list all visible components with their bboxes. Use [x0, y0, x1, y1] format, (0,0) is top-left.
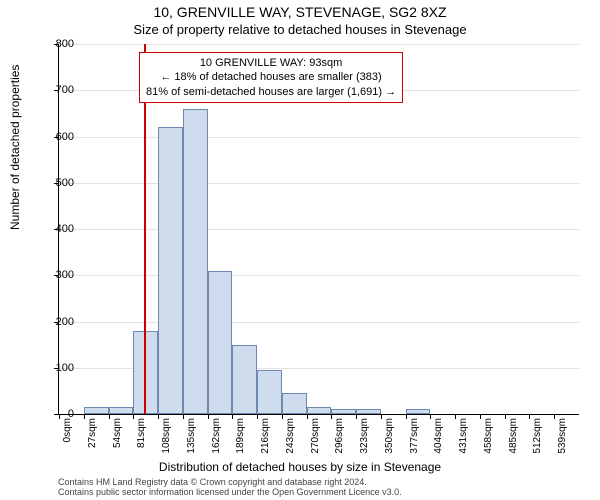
- footer-attribution: Contains HM Land Registry data © Crown c…: [58, 478, 402, 498]
- annotation-line-2: ← 18% of detached houses are smaller (38…: [146, 70, 396, 84]
- xtick-mark: [257, 414, 258, 419]
- xtick-mark: [307, 414, 308, 419]
- y-axis-label: Number of detached properties: [8, 65, 22, 230]
- histogram-bar: [257, 370, 282, 414]
- histogram-bar: [158, 127, 183, 414]
- histogram-chart: 10, GRENVILLE WAY, STEVENAGE, SG2 8XZ Si…: [0, 0, 600, 500]
- histogram-bar: [109, 407, 134, 414]
- xtick-mark: [232, 414, 233, 419]
- xtick-mark: [84, 414, 85, 419]
- annotation-box: 10 GRENVILLE WAY: 93sqm← 18% of detached…: [139, 52, 403, 103]
- histogram-bar: [232, 345, 257, 414]
- grid-line: [59, 322, 579, 323]
- xtick-label: 162sqm: [211, 418, 222, 458]
- xtick-label: 135sqm: [186, 418, 197, 458]
- histogram-bar: [282, 393, 307, 414]
- xtick-mark: [183, 414, 184, 419]
- xtick-label: 81sqm: [136, 418, 147, 458]
- xtick-label: 377sqm: [409, 418, 420, 458]
- histogram-bar: [307, 407, 332, 414]
- grid-line: [59, 44, 579, 45]
- xtick-label: 512sqm: [532, 418, 543, 458]
- annotation-line-3: 81% of semi-detached houses are larger (…: [146, 85, 396, 99]
- xtick-mark: [158, 414, 159, 419]
- xtick-mark: [331, 414, 332, 419]
- xtick-mark: [381, 414, 382, 419]
- xtick-mark: [529, 414, 530, 419]
- x-axis-label: Distribution of detached houses by size …: [0, 460, 600, 474]
- grid-line: [59, 229, 579, 230]
- xtick-label: 216sqm: [260, 418, 271, 458]
- histogram-bar: [356, 409, 381, 414]
- grid-line: [59, 183, 579, 184]
- xtick-mark: [208, 414, 209, 419]
- xtick-label: 54sqm: [112, 418, 123, 458]
- xtick-label: 485sqm: [508, 418, 519, 458]
- histogram-bar: [331, 409, 356, 414]
- xtick-mark: [406, 414, 407, 419]
- xtick-label: 539sqm: [557, 418, 568, 458]
- grid-line: [59, 275, 579, 276]
- ytick-label: 100: [44, 362, 74, 374]
- xtick-mark: [554, 414, 555, 419]
- ytick-label: 0: [44, 408, 74, 420]
- histogram-bar: [84, 407, 109, 414]
- xtick-label: 270sqm: [310, 418, 321, 458]
- histogram-bar: [406, 409, 431, 414]
- xtick-mark: [480, 414, 481, 419]
- chart-title: 10, GRENVILLE WAY, STEVENAGE, SG2 8XZ: [0, 0, 600, 20]
- xtick-label: 189sqm: [235, 418, 246, 458]
- annotation-line-1: 10 GRENVILLE WAY: 93sqm: [146, 56, 396, 70]
- xtick-mark: [282, 414, 283, 419]
- grid-line: [59, 137, 579, 138]
- ytick-label: 700: [44, 84, 74, 96]
- chart-subtitle: Size of property relative to detached ho…: [0, 20, 600, 37]
- ytick-label: 500: [44, 177, 74, 189]
- xtick-label: 323sqm: [359, 418, 370, 458]
- xtick-label: 404sqm: [433, 418, 444, 458]
- xtick-mark: [505, 414, 506, 419]
- ytick-label: 200: [44, 316, 74, 328]
- xtick-label: 350sqm: [384, 418, 395, 458]
- xtick-label: 296sqm: [334, 418, 345, 458]
- xtick-label: 0sqm: [62, 418, 73, 458]
- footer-line-2: Contains public sector information licen…: [58, 488, 402, 498]
- histogram-bar: [183, 109, 208, 414]
- ytick-label: 800: [44, 38, 74, 50]
- plot-area: 0sqm27sqm54sqm81sqm108sqm135sqm162sqm189…: [58, 44, 579, 415]
- xtick-label: 27sqm: [87, 418, 98, 458]
- xtick-mark: [430, 414, 431, 419]
- ytick-label: 600: [44, 131, 74, 143]
- xtick-label: 243sqm: [285, 418, 296, 458]
- xtick-label: 431sqm: [458, 418, 469, 458]
- xtick-mark: [455, 414, 456, 419]
- xtick-label: 458sqm: [483, 418, 494, 458]
- xtick-mark: [356, 414, 357, 419]
- ytick-label: 400: [44, 223, 74, 235]
- xtick-mark: [133, 414, 134, 419]
- histogram-bar: [208, 271, 233, 414]
- ytick-label: 300: [44, 269, 74, 281]
- xtick-label: 108sqm: [161, 418, 172, 458]
- xtick-mark: [109, 414, 110, 419]
